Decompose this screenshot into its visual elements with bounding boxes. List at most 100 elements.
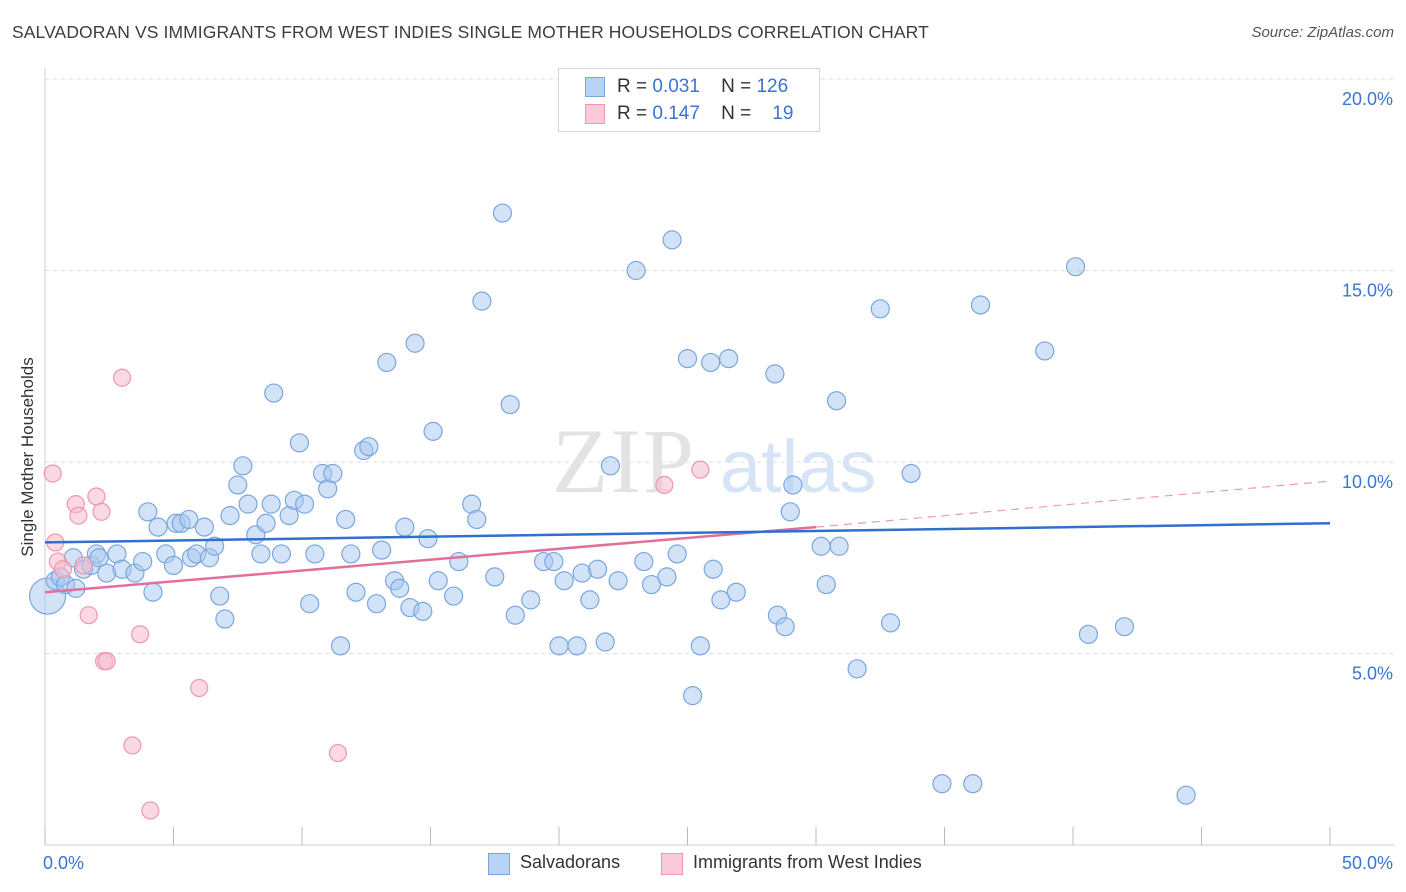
- salvadorans-point: [641, 574, 662, 595]
- salvadorans-point: [323, 463, 343, 484]
- salvadorans-point: [765, 364, 785, 384]
- salvadorans-point: [300, 594, 320, 614]
- salvadorans-point: [726, 582, 746, 602]
- trend-lines: [44, 480, 1331, 594]
- salvadorans-point: [811, 536, 831, 556]
- salvadorans-point: [366, 594, 387, 614]
- salvadorans-point: [138, 502, 158, 522]
- salvadorans-point: [580, 590, 600, 610]
- watermark: ZIP: [552, 410, 696, 512]
- salvadorans-point: [701, 352, 721, 373]
- salvadorans-point: [264, 383, 284, 403]
- west-indies-point: [53, 560, 73, 579]
- x-tick-label-min: 0.0%: [43, 853, 84, 873]
- salvadorans-point: [932, 774, 952, 794]
- salvadorans-point: [608, 571, 628, 591]
- y-tick-label: 10.0%: [1342, 472, 1393, 492]
- salvadorans-point: [544, 551, 564, 572]
- salvadorans-point: [549, 636, 569, 656]
- salvadorans-point: [901, 463, 921, 484]
- salvadorans-point: [163, 555, 184, 576]
- salvadorans-point: [567, 636, 587, 656]
- salvadorans-point: [238, 494, 258, 514]
- salvadorans-point: [444, 586, 464, 606]
- west-indies-point: [92, 502, 111, 521]
- salvadorans-point: [554, 571, 574, 591]
- salvadorans-point: [505, 605, 525, 625]
- salvadorans-trend-line: [44, 522, 1331, 544]
- west-indies-points: [43, 368, 710, 820]
- legend-text-salvadorans: R = 0.031 N = 126: [617, 76, 788, 98]
- legend-n-value-1: 126: [756, 76, 789, 97]
- salvadorans-point: [467, 509, 487, 530]
- salvadorans-point: [963, 774, 983, 794]
- salvadorans-point: [233, 456, 253, 476]
- salvadorans-point: [657, 567, 677, 587]
- salvadorans-point: [428, 571, 448, 591]
- bottom-label-salvadorans: Salvadorans: [520, 852, 621, 872]
- salvadorans-point: [210, 586, 230, 606]
- salvadorans-point: [390, 578, 410, 598]
- salvadorans-point: [880, 613, 901, 633]
- salvadorans-point: [521, 590, 541, 610]
- salvadorans-point: [133, 551, 153, 572]
- salvadorans-point: [683, 686, 703, 706]
- salvadorans-point: [148, 517, 168, 537]
- salvadorans-point: [336, 509, 356, 530]
- correlation-legend: R = 0.031 N = 126 R = 0.147 N = 19: [558, 68, 820, 132]
- salvadorans-point: [587, 559, 608, 579]
- salvadorans-point: [220, 506, 240, 526]
- salvadorans-point: [346, 582, 366, 602]
- x-tick-label-max: 50.0%: [1342, 853, 1393, 873]
- y-tick-label: 15.0%: [1342, 281, 1393, 301]
- salvadorans-point: [261, 494, 281, 514]
- salvadorans-point: [413, 601, 433, 621]
- salvadorans-point: [205, 536, 225, 556]
- salvadorans-point: [1065, 257, 1086, 277]
- y-tick-label: 5.0%: [1352, 664, 1393, 684]
- salvadorans-point: [492, 203, 513, 223]
- bottom-label-west-indies: Immigrants from West Indies: [693, 852, 922, 872]
- salvadorans-point: [775, 617, 795, 637]
- y-axis-label: Single Mother Households: [18, 357, 37, 556]
- salvadorans-point: [359, 437, 379, 457]
- salvadorans-point: [305, 544, 325, 564]
- west-indies-point: [74, 556, 93, 575]
- salvadorans-point: [1114, 617, 1135, 637]
- tick-labels: 5.0% 10.0% 15.0% 20.0% 0.0% 50.0%: [43, 89, 1393, 873]
- salvadorans-point: [816, 574, 836, 595]
- west-indies-point: [123, 736, 142, 755]
- west-indies-point: [141, 801, 160, 820]
- west-indies-point: [79, 606, 98, 625]
- salvadorans-point: [1176, 785, 1196, 805]
- salvadorans-point: [662, 230, 682, 250]
- axes: [44, 68, 1395, 846]
- legend-n-value-2: 19: [772, 103, 794, 124]
- salvadorans-point: [634, 551, 654, 572]
- salvadorans-point: [703, 559, 723, 579]
- legend-r-label-1: R =: [617, 76, 648, 97]
- salvadorans-point: [626, 260, 646, 281]
- west-indies-point: [691, 460, 710, 479]
- salvadorans-point: [780, 502, 800, 522]
- y-tick-label: 20.0%: [1342, 89, 1393, 109]
- west-indies-point: [130, 625, 150, 644]
- west-indies-point: [190, 678, 209, 698]
- west-indies-point: [69, 506, 88, 525]
- salvadorans-point: [847, 659, 867, 679]
- salvadorans-point: [826, 391, 847, 411]
- salvadorans-point: [294, 494, 315, 514]
- salvadorans-point: [179, 509, 199, 530]
- salvadorans-point: [289, 433, 310, 453]
- salvadorans-point: [194, 517, 214, 537]
- salvadorans-point: [970, 295, 991, 315]
- salvadorans-point: [829, 536, 849, 556]
- salvadorans-point: [595, 632, 615, 652]
- salvadorans-point: [667, 544, 687, 564]
- salvadorans-point: [89, 548, 109, 568]
- source-credit: Source: ZipAtlas.com: [1251, 24, 1394, 41]
- legend-text-west-indies: R = 0.147 N = 19: [617, 103, 793, 125]
- salvadorans-point: [711, 590, 731, 610]
- west-indies-point: [655, 475, 674, 495]
